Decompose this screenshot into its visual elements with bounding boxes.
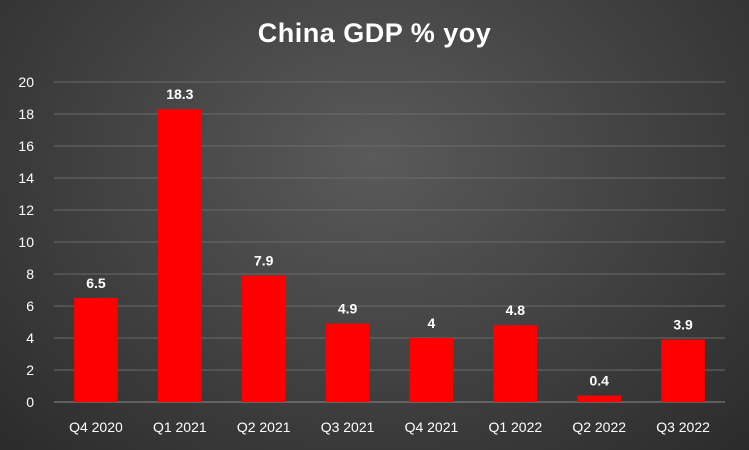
y-tick-label: 10 [18, 234, 34, 250]
data-label: 18.3 [166, 86, 193, 102]
y-tick-label: 6 [26, 298, 34, 314]
x-tick-label: Q3 2021 [321, 419, 375, 435]
x-tick-label: Q2 2021 [237, 419, 291, 435]
y-tick-label: 12 [18, 202, 34, 218]
data-label: 3.9 [673, 317, 693, 333]
bar [74, 298, 118, 402]
y-tick-label: 8 [26, 266, 34, 282]
x-tick-label: Q3 2022 [656, 419, 710, 435]
y-tick-label: 2 [26, 362, 34, 378]
y-tick-label: 20 [18, 74, 34, 90]
bar [661, 339, 705, 402]
data-label: 6.5 [86, 275, 106, 291]
data-label: 4.8 [506, 302, 526, 318]
bar [158, 109, 202, 402]
y-tick-label: 14 [18, 170, 34, 186]
bar [409, 338, 454, 402]
data-label: 4 [428, 315, 436, 331]
chart-title: China GDP % yoy [257, 18, 492, 48]
y-tick-label: 0 [26, 394, 34, 410]
bar [241, 275, 286, 402]
bar [325, 323, 370, 402]
bar [493, 325, 538, 402]
data-label: 0.4 [589, 373, 609, 389]
data-label: 7.9 [254, 253, 274, 269]
x-tick-label: Q4 2021 [405, 419, 459, 435]
y-tick-label: 16 [18, 138, 34, 154]
x-tick-label: Q2 2022 [572, 419, 626, 435]
data-label: 4.9 [338, 301, 358, 317]
y-tick-label: 18 [18, 106, 34, 122]
x-tick-label: Q1 2022 [488, 419, 542, 435]
bar [577, 395, 621, 402]
x-tick-label: Q1 2021 [153, 419, 207, 435]
y-tick-label: 4 [26, 330, 34, 346]
x-tick-label: Q4 2020 [69, 419, 123, 435]
